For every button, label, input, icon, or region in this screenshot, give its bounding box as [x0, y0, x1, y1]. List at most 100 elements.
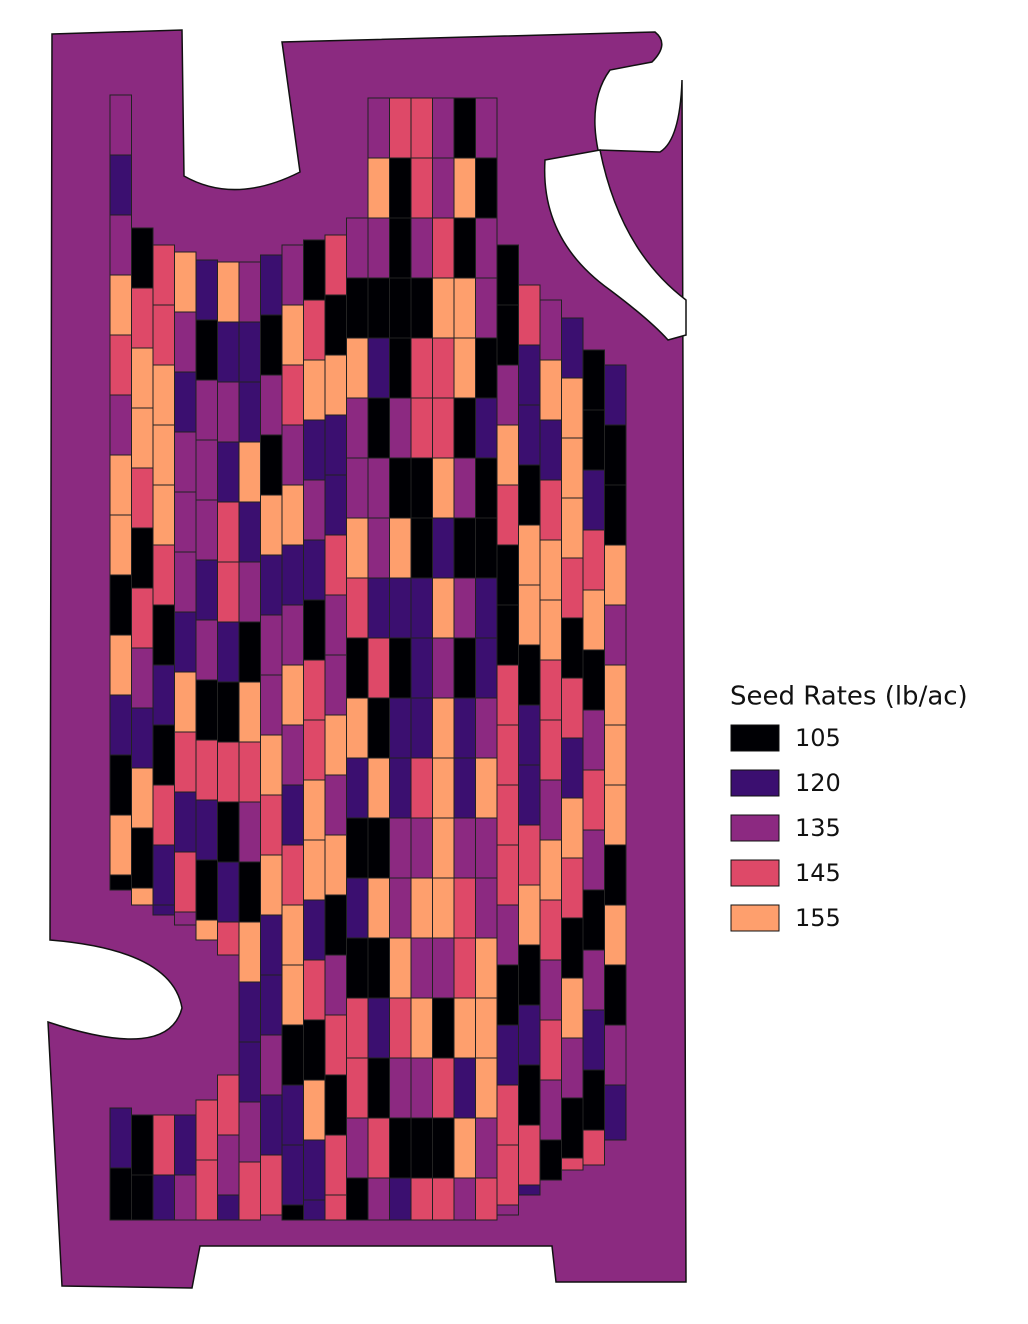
trial-cell	[496, 844, 519, 906]
trial-cell	[303, 1199, 326, 1221]
trial-cell	[324, 534, 347, 596]
trial-cell	[561, 797, 584, 859]
trial-cell	[346, 277, 369, 339]
trial-cell	[518, 1124, 541, 1186]
trial-cell	[217, 741, 240, 803]
trial-cell	[410, 517, 433, 579]
trial-cell	[561, 377, 584, 439]
trial-cell	[217, 321, 240, 383]
trial-cell	[303, 539, 326, 601]
trial-cell	[410, 937, 433, 999]
trial-cell	[238, 501, 261, 563]
trial-cell	[260, 434, 283, 496]
trial-cell	[152, 604, 175, 666]
trial-cell	[367, 517, 390, 579]
trial-cell	[195, 259, 218, 321]
trial-cell	[303, 419, 326, 481]
trial-cell	[475, 517, 498, 579]
trial-cell	[604, 1084, 627, 1141]
trial-cell	[496, 604, 519, 666]
trial-cell	[539, 839, 562, 901]
trial-cell	[539, 959, 562, 1021]
trial-cell	[582, 829, 605, 891]
trial-cell	[195, 859, 218, 921]
trial-cell	[453, 397, 476, 459]
trial-cell	[539, 479, 562, 541]
trial-cell	[432, 577, 455, 639]
trial-cell	[539, 899, 562, 961]
trial-cell	[604, 844, 627, 906]
trial-cell	[453, 1177, 476, 1221]
trial-cell	[410, 1117, 433, 1179]
trial-cell	[367, 337, 390, 399]
trial-cell	[496, 784, 519, 846]
trial-cell	[324, 1074, 347, 1136]
trial-cell	[410, 217, 433, 279]
trial-cell	[109, 514, 132, 576]
trial-cell	[260, 1154, 283, 1216]
trial-cell	[303, 479, 326, 541]
trial-cell	[453, 1057, 476, 1119]
trial-cell	[238, 441, 261, 503]
trial-cell	[346, 817, 369, 879]
trial-cell	[604, 604, 627, 666]
trial-cell	[131, 1114, 154, 1176]
trial-cell	[539, 359, 562, 421]
trial-cell	[475, 877, 498, 939]
trial-cell	[152, 364, 175, 426]
trial-cell	[174, 791, 197, 853]
trial-cell	[475, 997, 498, 1059]
trial-cell	[152, 904, 175, 916]
trial-cell	[561, 1157, 584, 1171]
trial-cell	[260, 1034, 283, 1096]
trial-cell	[281, 904, 304, 966]
trial-cell	[109, 754, 132, 816]
trial-cell	[217, 861, 240, 923]
trial-cell	[496, 424, 519, 486]
trial-cell	[260, 494, 283, 556]
trial-cell	[217, 1134, 240, 1196]
trial-cell	[582, 1129, 605, 1166]
trial-cell	[174, 1174, 197, 1221]
trial-cell	[432, 457, 455, 519]
trial-cell	[260, 1094, 283, 1156]
trial-cell	[475, 1057, 498, 1119]
trial-cell	[539, 1079, 562, 1141]
trial-cell	[582, 1069, 605, 1131]
trial-cell	[453, 337, 476, 399]
trial-cell	[346, 1057, 369, 1119]
trial-cell	[561, 857, 584, 919]
trial-cell	[539, 779, 562, 841]
trial-cell	[195, 1159, 218, 1221]
trial-cell	[410, 577, 433, 639]
legend-label: 120	[795, 769, 841, 797]
trial-cell	[238, 921, 261, 983]
trial-cell	[453, 217, 476, 279]
trial-cell	[303, 1139, 326, 1201]
trial-cell	[432, 217, 455, 279]
trial-cell	[174, 431, 197, 493]
trial-cell	[324, 294, 347, 356]
trial-cell	[174, 551, 197, 613]
trial-cell	[432, 97, 455, 159]
trial-cell	[217, 261, 240, 323]
trial-cell	[324, 474, 347, 536]
trial-cell	[410, 277, 433, 339]
trial-cell	[410, 1177, 433, 1221]
trial-cell	[217, 621, 240, 683]
trial-cell	[475, 697, 498, 759]
trial-cell	[561, 557, 584, 619]
trial-cell	[238, 861, 261, 923]
legend-swatch	[730, 769, 780, 797]
trial-cell	[174, 1114, 197, 1176]
trial-cell	[367, 1057, 390, 1119]
trial-cell	[238, 381, 261, 443]
trial-cell	[281, 364, 304, 426]
trial-cell	[582, 769, 605, 831]
trial-cell	[346, 337, 369, 399]
trial-cell	[539, 599, 562, 661]
trial-cell	[561, 737, 584, 799]
trial-cell	[389, 697, 412, 759]
trial-cell	[475, 157, 498, 219]
